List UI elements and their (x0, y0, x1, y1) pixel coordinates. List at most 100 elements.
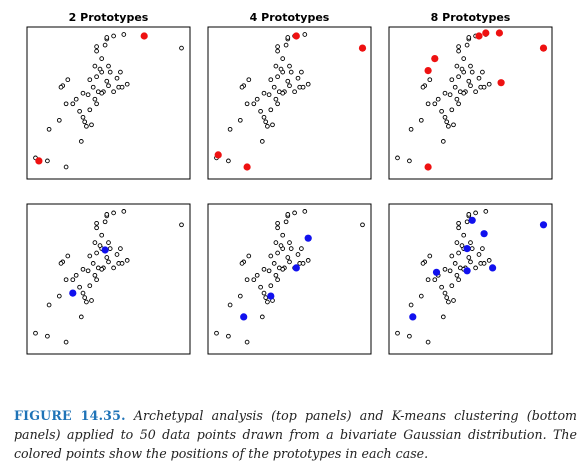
prototype-point (292, 32, 300, 40)
data-point (73, 96, 79, 102)
data-point (408, 302, 414, 308)
panel-1: 2 Prototypes (26, 11, 191, 180)
figure-caption-text: Archetypal analysis (top panels) and K-m… (14, 408, 577, 461)
data-point (87, 107, 93, 113)
data-point (456, 44, 461, 49)
data-point (94, 250, 99, 256)
data-point (89, 122, 94, 128)
data-point (65, 77, 71, 83)
data-point (395, 330, 400, 336)
prototype-point (539, 44, 548, 52)
prototype-point (69, 289, 77, 297)
data-point (246, 253, 252, 259)
data-point (473, 265, 478, 271)
data-point (456, 101, 461, 107)
prototype-point (424, 163, 432, 171)
data-point (285, 78, 291, 84)
data-point (480, 246, 485, 251)
prototype-point (304, 234, 312, 242)
data-point (82, 119, 88, 125)
data-point (90, 261, 96, 266)
data-point (285, 212, 291, 217)
data-point (92, 63, 98, 69)
data-point (226, 158, 231, 164)
data-point (33, 330, 38, 336)
data-point (254, 272, 260, 278)
panel-title: 4 Prototypes (250, 11, 330, 24)
data-point (73, 272, 79, 278)
data-point (456, 250, 461, 256)
data-point (469, 246, 475, 251)
panel-5 (207, 203, 372, 355)
data-point (111, 210, 116, 216)
data-point (65, 253, 71, 259)
data-point (258, 108, 263, 114)
data-point (459, 243, 465, 248)
data-point (285, 35, 291, 40)
prototype-point (358, 44, 367, 52)
data-point (107, 69, 113, 75)
data-point (452, 261, 458, 266)
data-point (432, 277, 438, 283)
panel-6 (388, 203, 553, 355)
data-point (476, 252, 482, 257)
figure-caption: FIGURE 14.35. Archetypal analysis (top p… (14, 406, 577, 463)
prototype-point (463, 267, 471, 275)
data-point (468, 63, 473, 69)
data-point (94, 225, 99, 231)
data-point (442, 266, 448, 272)
data-point (104, 78, 110, 84)
data-point (427, 253, 433, 259)
data-point (468, 259, 473, 265)
data-point (425, 339, 431, 345)
data-point (99, 56, 105, 61)
data-point (263, 119, 269, 125)
data-point (299, 246, 304, 251)
data-point (442, 90, 448, 96)
data-point (270, 122, 275, 128)
data-point (486, 258, 492, 263)
data-point (288, 69, 294, 75)
data-point (273, 240, 279, 245)
data-point (119, 84, 125, 90)
data-point (80, 90, 86, 96)
data-point (124, 258, 130, 263)
data-point (92, 240, 98, 245)
prototype-point (482, 29, 490, 37)
data-point (454, 63, 460, 69)
prototype-point (489, 264, 497, 272)
data-point (299, 69, 304, 75)
data-point (418, 117, 424, 123)
prototype-point (35, 157, 43, 165)
data-point (283, 219, 289, 225)
data-point (90, 84, 96, 90)
data-point (454, 272, 460, 278)
data-point (273, 96, 279, 102)
prototype-point (468, 216, 476, 224)
data-point (119, 261, 125, 266)
data-point (300, 84, 306, 90)
data-point (451, 298, 456, 303)
data-point (94, 220, 99, 226)
data-point (444, 119, 450, 125)
data-point (46, 126, 52, 132)
data-point (107, 246, 113, 251)
prototype-point (409, 313, 417, 321)
data-point (102, 42, 108, 48)
data-point (251, 277, 257, 283)
data-point (92, 96, 98, 102)
figure-caption-label: FIGURE 14.35. (14, 408, 126, 423)
prototype-point (497, 79, 505, 87)
data-point (77, 284, 82, 290)
prototype-point (240, 313, 248, 321)
panel-title: 2 Prototypes (69, 11, 149, 24)
data-point (246, 77, 252, 83)
data-point (278, 66, 284, 72)
data-point (63, 339, 69, 345)
data-point (92, 272, 98, 278)
data-point (278, 243, 284, 248)
data-point (454, 240, 460, 245)
data-point (444, 295, 450, 300)
data-point (456, 225, 461, 231)
data-point (461, 232, 467, 238)
